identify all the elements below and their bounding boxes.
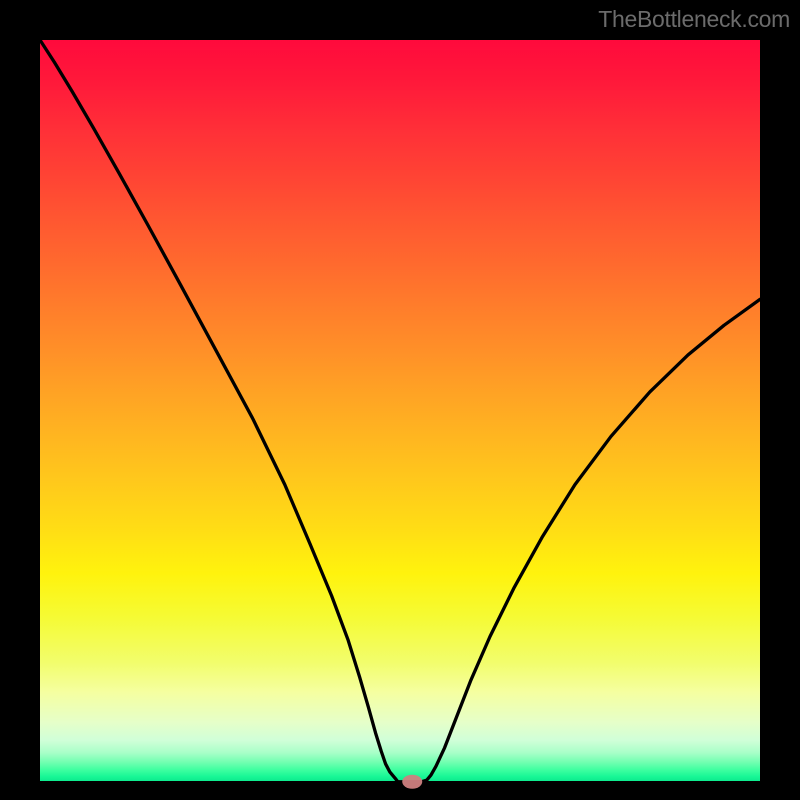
plot-background	[40, 40, 760, 781]
chart-svg	[0, 0, 800, 800]
chart-container: TheBottleneck.com	[0, 0, 800, 800]
optimum-marker	[402, 775, 422, 789]
watermark: TheBottleneck.com	[598, 6, 790, 33]
